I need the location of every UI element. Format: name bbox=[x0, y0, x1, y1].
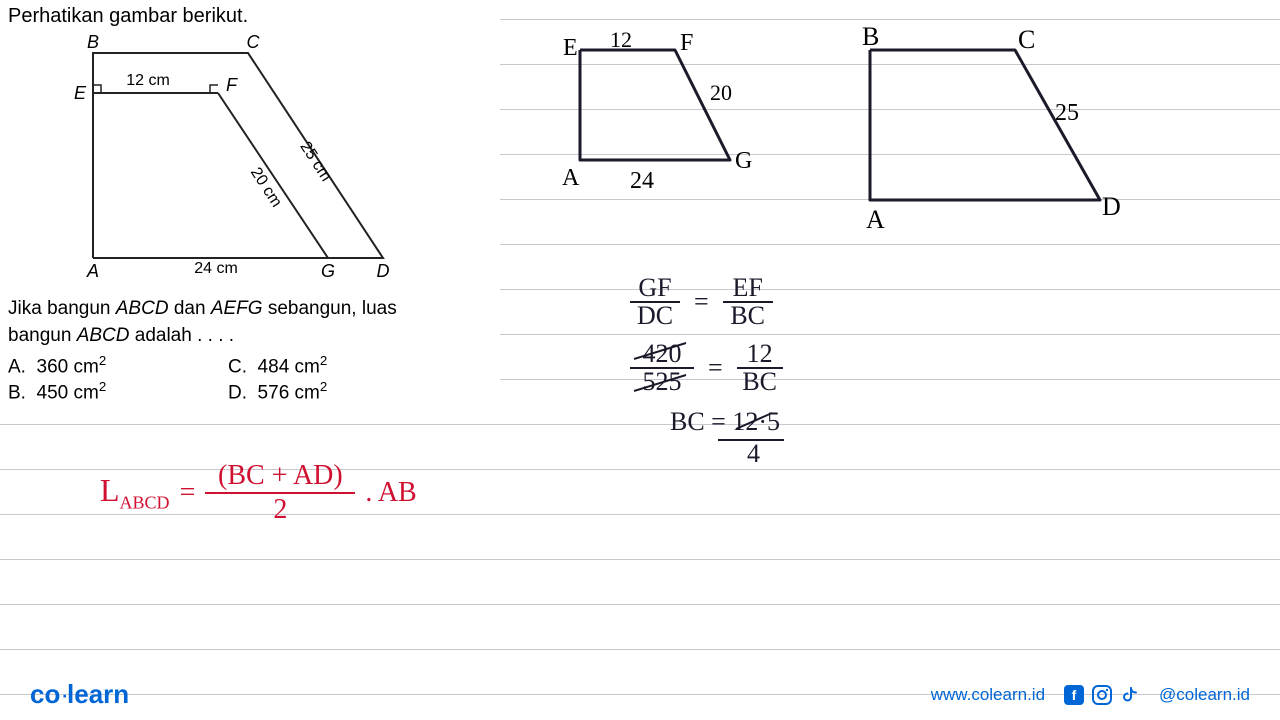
svg-text:25 cm: 25 cm bbox=[296, 139, 334, 185]
facebook-icon[interactable]: f bbox=[1063, 684, 1085, 706]
svg-text:A: A bbox=[562, 165, 580, 191]
svg-text:20: 20 bbox=[710, 80, 732, 105]
svg-text:20 cm: 20 cm bbox=[247, 165, 285, 211]
svg-text:A: A bbox=[86, 261, 99, 281]
hand-work: GF DC = EF BC 420 525 = 12 BC BC bbox=[630, 275, 783, 435]
question-text: Jika bangun ABCD dan AEFG sebangun, luas… bbox=[8, 296, 492, 349]
work-bc2: BC bbox=[737, 369, 783, 395]
svg-text:D: D bbox=[1102, 192, 1121, 221]
social-icons: f bbox=[1063, 684, 1141, 706]
footer-url[interactable]: www.colearn.id bbox=[931, 685, 1045, 705]
logo-co: co bbox=[30, 679, 60, 709]
svg-text:25: 25 bbox=[1055, 100, 1079, 126]
svg-text:G: G bbox=[321, 261, 335, 281]
hand-trap-small: E F A G 12 20 24 bbox=[540, 20, 770, 200]
problem-figure: B C E F A G D 12 cm 24 cm 20 cm 25 cm bbox=[48, 33, 428, 288]
svg-text:B: B bbox=[87, 33, 99, 52]
svg-text:A: A bbox=[866, 205, 885, 234]
svg-text:F: F bbox=[226, 75, 238, 95]
formula-times: . AB bbox=[365, 477, 416, 509]
work-eq1: = bbox=[694, 289, 709, 315]
svg-text:G: G bbox=[735, 148, 752, 174]
formula-num: (BC + AD) bbox=[205, 460, 355, 492]
formula-L: L bbox=[100, 472, 120, 508]
work-gf: GF bbox=[630, 275, 680, 301]
footer-handle[interactable]: @colearn.id bbox=[1159, 685, 1250, 705]
svg-text:E: E bbox=[563, 35, 578, 61]
footer-right: www.colearn.id f @colearn.id bbox=[931, 684, 1250, 706]
formula-eq: = bbox=[180, 477, 196, 509]
option-a: A. 360 cm2 bbox=[8, 353, 168, 378]
svg-text:C: C bbox=[247, 33, 261, 52]
work-ef: EF bbox=[723, 275, 773, 301]
work-4: 4 bbox=[747, 441, 760, 467]
work-dc: DC bbox=[630, 303, 680, 329]
work-bc: BC bbox=[723, 303, 773, 329]
svg-text:24 cm: 24 cm bbox=[194, 260, 238, 277]
footer: co·learn www.colearn.id f @colearn.id bbox=[0, 679, 1280, 710]
svg-text:12: 12 bbox=[610, 27, 632, 52]
option-b: B. 450 cm2 bbox=[8, 379, 168, 404]
svg-text:24: 24 bbox=[630, 168, 654, 194]
svg-text:D: D bbox=[377, 261, 390, 281]
logo: co·learn bbox=[30, 679, 129, 710]
tiktok-icon[interactable] bbox=[1119, 684, 1141, 706]
problem-title: Perhatikan gambar berikut. bbox=[8, 5, 492, 28]
svg-text:F: F bbox=[680, 30, 693, 56]
hand-formula: LABCD = (BC + AD) 2 . AB bbox=[100, 460, 417, 526]
hand-trap-large: B C A D 25 bbox=[820, 20, 1140, 240]
question-line2: bangun ABCD adalah . . . . bbox=[8, 325, 234, 346]
work-12: 12 bbox=[737, 341, 783, 367]
logo-learn: learn bbox=[67, 679, 129, 709]
answer-options: A. 360 cm2 C. 484 cm2 B. 450 cm2 D. 576 … bbox=[8, 353, 492, 404]
svg-text:12 cm: 12 cm bbox=[126, 72, 170, 89]
work-eq2: = bbox=[708, 355, 723, 381]
option-c: C. 484 cm2 bbox=[228, 353, 388, 378]
svg-text:C: C bbox=[1018, 25, 1035, 54]
svg-text:B: B bbox=[862, 22, 879, 51]
formula-sub: ABCD bbox=[120, 493, 170, 513]
question-line1: Jika bangun ABCD dan AEFG sebangun, luas bbox=[8, 298, 397, 319]
problem-area: Perhatikan gambar berikut. B C E F A G D… bbox=[0, 0, 500, 414]
svg-text:f: f bbox=[1072, 687, 1077, 703]
instagram-icon[interactable] bbox=[1091, 684, 1113, 706]
formula-denom: 2 bbox=[205, 494, 355, 526]
svg-text:E: E bbox=[74, 83, 87, 103]
option-d: D. 576 cm2 bbox=[228, 379, 388, 404]
